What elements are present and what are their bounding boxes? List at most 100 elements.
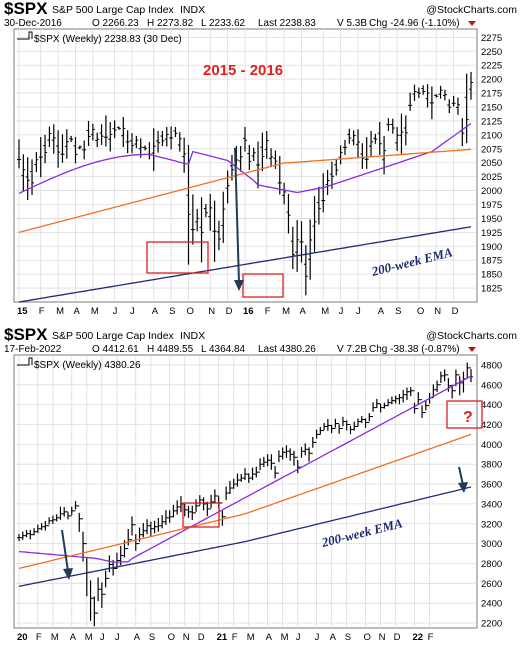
price-bar [356, 418, 360, 427]
y-tick-label: 2400 [481, 599, 502, 610]
arrow-head-icon [63, 568, 73, 580]
price-bar [43, 134, 48, 164]
price-bar [50, 515, 55, 524]
price-bar [325, 418, 330, 431]
price-bar [277, 156, 282, 195]
legend-label: $SPX (Weekly) 4380.26 [34, 360, 141, 371]
price-bar [321, 173, 326, 213]
y-tick-label: 3400 [481, 499, 502, 510]
price-bar [260, 132, 265, 172]
price-bar [143, 145, 148, 151]
price-bar [156, 130, 161, 153]
price-bar [352, 421, 357, 431]
price-bar [73, 137, 78, 164]
price-bar [401, 389, 406, 403]
y-tick-label: 4400 [481, 400, 502, 411]
quote-last: Last 2238.83 [258, 18, 316, 29]
x-tick-label: S [169, 306, 175, 317]
arrow-icon [61, 529, 69, 572]
y-tick-label: 2150 [481, 103, 502, 114]
x-axis-ticks: 15 F M A M J J A S O N D 16 F M A M J J A S O N D [17, 306, 459, 317]
quote-last: Last 4380.26 [258, 344, 316, 355]
price-bar [243, 127, 247, 152]
price-bar [69, 135, 74, 143]
price-bar [303, 443, 308, 456]
quote-change: Chg -24.96 (-1.10%) [369, 18, 460, 29]
ma-short-line [18, 122, 472, 194]
x-tick-label: 20 [17, 632, 28, 643]
price-bar [216, 220, 221, 251]
price-bar [389, 396, 394, 405]
price-bar [121, 117, 126, 148]
price-bar [201, 497, 206, 511]
x-axis-ticks: 20 F M A M J J A S O N D 21 F M A M J J A S O N D 22 F [17, 632, 434, 643]
price-bar [408, 387, 413, 397]
price-bar [442, 369, 447, 382]
down-arrow-icon [468, 347, 476, 352]
highlight-box [446, 400, 483, 429]
price-bars [17, 362, 473, 627]
exchange: INDX [180, 330, 205, 342]
price-bar [25, 157, 30, 201]
price-bar [160, 515, 165, 529]
price-bar [209, 494, 214, 510]
price-bar [173, 127, 178, 138]
chart-panel-bottom: $SPX S&P 500 Large Cap Index INDX @Stock… [4, 325, 517, 643]
price-bar [373, 133, 378, 144]
price-bar [269, 454, 274, 470]
price-bar [412, 84, 417, 101]
price-bar [435, 380, 440, 392]
price-bar [457, 374, 462, 396]
ma-long-line [18, 148, 472, 234]
x-tick-label: F [428, 632, 434, 643]
price-bar [90, 123, 95, 141]
price-bar [167, 510, 172, 523]
price-bar [256, 141, 261, 189]
y-tick-label: 4800 [481, 360, 502, 371]
price-bar [81, 518, 86, 562]
price-bar [342, 139, 347, 155]
y-tick-label: 2275 [481, 33, 502, 44]
price-bar [212, 489, 217, 503]
price-bar [133, 524, 138, 551]
price-bar [386, 399, 391, 407]
quote-low: L 2233.62 [201, 18, 246, 29]
gridlines [14, 29, 477, 302]
x-tick-label: D [394, 632, 401, 643]
quote-high: H 4489.55 [147, 344, 194, 355]
price-bar [141, 522, 146, 538]
price-bar [254, 466, 259, 478]
y-tick-label: 1950 [481, 214, 502, 225]
price-bar [239, 473, 244, 482]
price-bar [284, 445, 289, 458]
x-tick-label: M [282, 306, 290, 317]
price-bar [195, 208, 200, 232]
price-bar [160, 130, 165, 146]
moving-averages [18, 122, 472, 303]
y-tick-label: 3600 [481, 480, 502, 491]
index-name: S&P 500 Large Cap Index [52, 4, 175, 16]
x-tick-label: D [198, 632, 205, 643]
price-bar [322, 422, 327, 431]
price-bar [156, 518, 161, 532]
x-tick-label: N [379, 632, 386, 643]
price-bar [39, 523, 44, 531]
price-bar [24, 530, 29, 538]
price-bar [359, 415, 364, 424]
price-bar [334, 159, 339, 176]
price-bar [208, 193, 213, 231]
y-tick-label: 1875 [481, 256, 502, 267]
x-tick-label: N [434, 306, 441, 317]
price-bar [250, 467, 255, 481]
price-bar [438, 371, 443, 386]
price-bar [469, 367, 473, 383]
y-tick-label: 2025 [481, 172, 502, 183]
x-tick-label: A [74, 306, 81, 317]
x-tick-label: M [91, 306, 99, 317]
price-bar [314, 429, 319, 443]
price-bar [371, 402, 376, 418]
x-tick-label: F [39, 306, 45, 317]
y-axis-ticks: 2200 2400 2600 2800 3000 3200 3400 3600 3800 4000… [481, 360, 502, 629]
ema-200-line [18, 486, 472, 587]
price-bar [35, 524, 40, 533]
